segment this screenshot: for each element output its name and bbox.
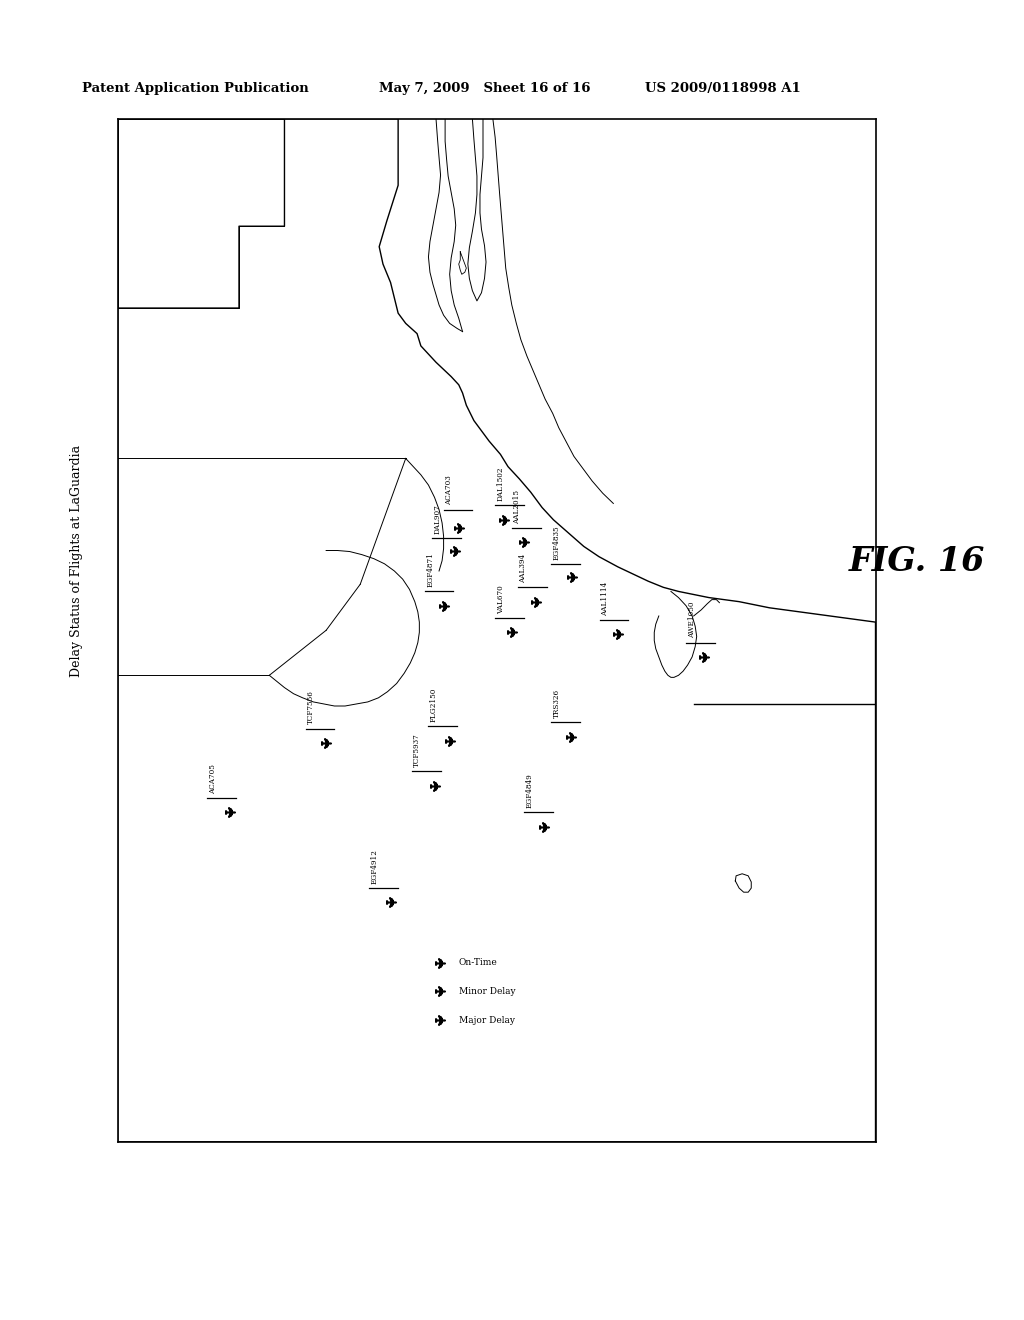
Text: FLG2150: FLG2150 [430,688,438,722]
Text: Delay Status of Flights at LaGuardia: Delay Status of Flights at LaGuardia [71,445,83,677]
Text: AAL1114: AAL1114 [601,582,609,616]
Text: On-Time: On-Time [459,958,498,968]
Text: TCF7556: TCF7556 [307,690,315,725]
Text: TCF5937: TCF5937 [414,734,421,767]
Text: May 7, 2009   Sheet 16 of 16: May 7, 2009 Sheet 16 of 16 [379,82,591,95]
Text: FIG. 16: FIG. 16 [848,545,985,578]
Text: AAL394: AAL394 [519,554,527,583]
Text: TRS326: TRS326 [553,689,561,718]
Text: Patent Application Publication: Patent Application Publication [82,82,308,95]
Text: Major Delay: Major Delay [459,1015,515,1024]
Text: EGF4835: EGF4835 [553,525,561,560]
Text: US 2009/0118998 A1: US 2009/0118998 A1 [645,82,801,95]
Text: AAL2015: AAL2015 [513,490,521,524]
Text: ACA703: ACA703 [445,475,453,506]
Text: EGF4912: EGF4912 [371,849,379,884]
Polygon shape [118,119,285,308]
Text: ACA705: ACA705 [209,764,217,793]
Text: Minor Delay: Minor Delay [459,987,515,995]
Polygon shape [118,119,876,1142]
Text: VAL670: VAL670 [497,585,505,614]
Text: DAL1502: DAL1502 [497,467,505,502]
Text: EGF4871: EGF4871 [426,553,434,587]
Text: DAL907: DAL907 [434,504,441,535]
Text: AWE1050: AWE1050 [687,602,695,639]
Text: EGF4849: EGF4849 [525,774,534,808]
